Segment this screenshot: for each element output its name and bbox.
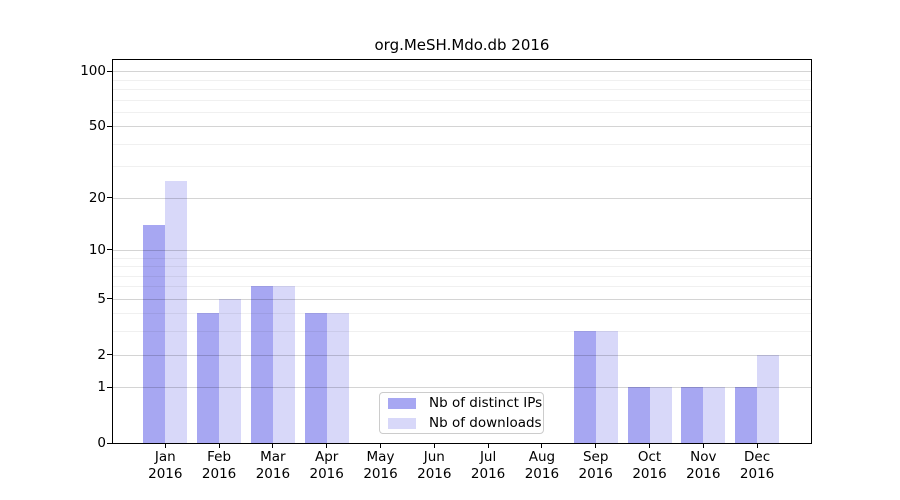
x-tick-mark <box>541 444 543 448</box>
y-tick-label: 10 <box>88 241 106 258</box>
legend-swatch-downloads <box>388 417 416 429</box>
major-gridline <box>113 71 811 73</box>
y-tick-mark <box>107 354 112 355</box>
y-tick-label: 2 <box>97 346 106 363</box>
major-gridline <box>113 387 811 389</box>
y-tick-label: 50 <box>88 118 106 135</box>
x-tick-label: Apr 2016 <box>309 449 344 482</box>
x-tick-label: Mar 2016 <box>255 449 291 482</box>
chart-title: org.MeSH.Mdo.db 2016 <box>374 36 550 54</box>
y-tick-label: 20 <box>88 189 106 206</box>
x-tick-label: Oct 2016 <box>632 449 667 482</box>
bar-downloads <box>219 298 242 443</box>
y-tick-mark <box>107 70 112 72</box>
bars-layer <box>113 60 811 443</box>
legend: Nb of distinct IPs Nb of downloads <box>379 392 544 434</box>
minor-gridline <box>113 143 811 145</box>
legend-item-distinct-ips: Nb of distinct IPs <box>388 393 543 413</box>
bar-distinct-ips <box>197 313 220 443</box>
x-tick-label: Jun 2016 <box>417 449 452 482</box>
minor-gridline <box>113 111 811 113</box>
bar-distinct-ips <box>143 224 166 443</box>
bar-distinct-ips <box>304 313 327 443</box>
major-gridline <box>113 298 811 300</box>
bar-distinct-ips <box>250 286 273 443</box>
minor-gridline <box>113 286 811 288</box>
minor-gridline <box>113 266 811 267</box>
major-gridline <box>113 354 811 356</box>
legend-swatch-distinct-ips <box>388 397 416 409</box>
legend-label-distinct-ips: Nb of distinct IPs <box>429 395 543 411</box>
legend-item-downloads: Nb of downloads <box>388 413 543 433</box>
x-tick-mark <box>595 444 597 448</box>
y-tick-mark <box>107 197 112 199</box>
x-tick-mark <box>164 444 166 448</box>
x-tick-mark <box>326 444 328 448</box>
x-tick-mark <box>756 444 758 448</box>
y-tick-label: 0 <box>97 435 106 451</box>
minor-gridline <box>113 257 811 259</box>
bar-distinct-ips <box>681 387 704 443</box>
legend-label-downloads: Nb of downloads <box>429 415 542 431</box>
bar-downloads <box>272 286 295 443</box>
y-tick-mark <box>107 298 112 300</box>
y-tick-mark <box>107 442 112 444</box>
bar-downloads <box>649 387 672 443</box>
bar-downloads <box>703 387 726 443</box>
bar-distinct-ips <box>735 387 758 443</box>
bar-downloads <box>326 313 349 443</box>
x-tick-label: Jul 2016 <box>470 449 506 482</box>
x-tick-label: Aug 2016 <box>524 449 560 482</box>
x-tick-mark <box>433 444 435 448</box>
minor-gridline <box>113 166 811 168</box>
x-tick-mark <box>649 444 650 448</box>
minor-gridline <box>113 89 811 90</box>
plot-area: Nb of distinct IPs Nb of downloads <box>112 59 812 444</box>
bar-downloads <box>757 354 780 443</box>
y-tick-label: 5 <box>97 290 106 307</box>
bar-distinct-ips <box>573 331 596 443</box>
y-tick-label: 100 <box>80 63 106 80</box>
x-tick-label: Feb 2016 <box>201 449 237 482</box>
x-tick-mark <box>487 444 489 448</box>
bar-downloads <box>165 180 188 443</box>
x-tick-mark <box>380 444 381 448</box>
y-tick-mark <box>107 386 112 388</box>
x-tick-label: May 2016 <box>363 449 398 482</box>
major-gridline <box>113 126 811 128</box>
y-tick-mark <box>107 125 112 127</box>
major-gridline <box>113 197 811 199</box>
x-tick-label: Nov 2016 <box>686 449 721 482</box>
minor-gridline <box>113 99 811 101</box>
x-tick-mark <box>218 444 220 448</box>
minor-gridline <box>113 313 811 315</box>
x-tick-mark <box>702 444 704 448</box>
x-tick-label: Jan 2016 <box>148 449 183 482</box>
major-gridline <box>113 249 811 251</box>
minor-gridline <box>113 331 811 333</box>
grid-layer <box>113 60 811 443</box>
x-tick-label: Dec 2016 <box>739 449 775 482</box>
bar-downloads <box>595 331 618 443</box>
y-tick-label: 1 <box>97 379 106 396</box>
minor-gridline <box>113 275 811 277</box>
minor-gridline <box>113 79 811 81</box>
x-tick-label: Sep 2016 <box>578 449 613 482</box>
y-tick-mark <box>107 249 112 251</box>
bar-distinct-ips <box>627 387 650 443</box>
x-tick-mark <box>272 444 274 448</box>
